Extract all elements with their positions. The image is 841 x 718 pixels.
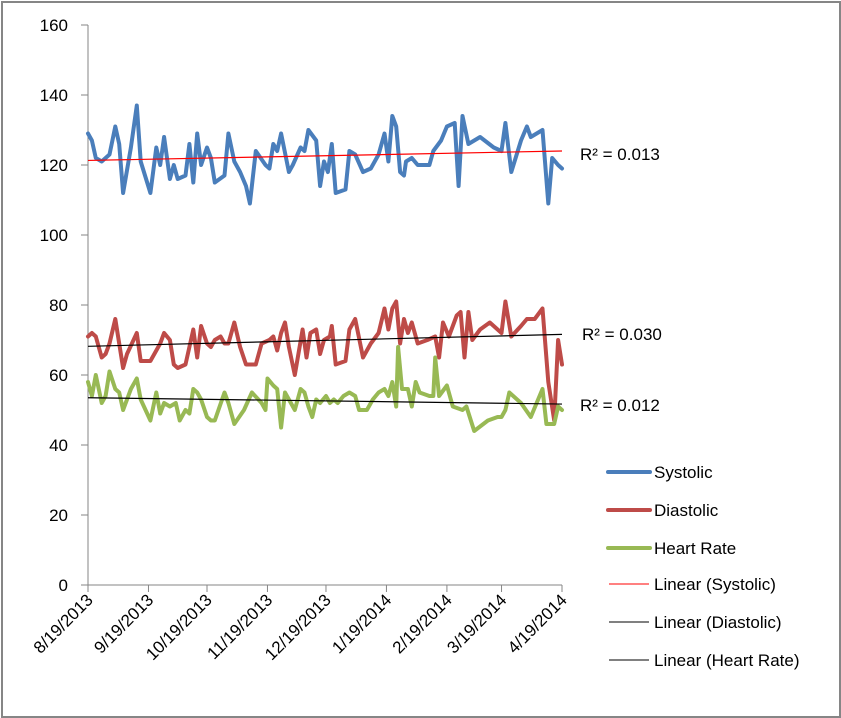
- x-tick-label: 8/19/2013: [30, 590, 97, 657]
- y-tick-label: 60: [49, 366, 68, 385]
- r-squared-labels: R² = 0.013 R² = 0.030 R² = 0.012: [580, 145, 662, 415]
- trendline-linear-diastolic: [87, 333, 563, 347]
- legend-item-heart-rate: Heart Rate: [606, 539, 736, 558]
- legend-label-heart-rate: Heart Rate: [654, 539, 736, 558]
- x-tick-label: 3/19/2014: [443, 590, 510, 657]
- legend-label-linear-diastolic: Linear (Diastolic): [654, 613, 782, 632]
- series-line-diastolic: [86, 299, 564, 423]
- x-tick-label: 4/19/2014: [504, 590, 571, 657]
- trendline-linear-heart-rate: [87, 397, 563, 405]
- r2-label-heart-rate: R² = 0.012: [580, 396, 660, 415]
- legend-label-diastolic: Diastolic: [654, 501, 719, 520]
- y-ticks: 0 20 40 60 80 100 120 140 160: [40, 16, 88, 595]
- series-line-heart-rate: [86, 345, 564, 433]
- legend-item-linear-diastolic: Linear (Diastolic): [609, 613, 782, 632]
- r2-label-diastolic: R² = 0.030: [582, 325, 662, 344]
- legend-item-linear-heart-rate: Linear (Heart Rate): [609, 651, 800, 670]
- legend-item-diastolic: Diastolic: [606, 501, 719, 520]
- y-tick-label: 0: [59, 576, 68, 595]
- legend-label-systolic: Systolic: [654, 463, 713, 482]
- legend: Systolic Diastolic Heart Rate Linear (Sy…: [606, 463, 800, 670]
- legend-item-systolic: Systolic: [606, 463, 713, 482]
- y-tick-label: 120: [40, 156, 68, 175]
- series-group: [86, 103, 564, 433]
- legend-item-linear-systolic: Linear (Systolic): [609, 575, 776, 594]
- y-tick-label: 160: [40, 16, 68, 35]
- trendline-linear-systolic: [87, 150, 563, 162]
- y-tick-label: 20: [49, 506, 68, 525]
- y-tick-label: 40: [49, 436, 68, 455]
- r2-label-systolic: R² = 0.013: [580, 145, 660, 164]
- y-tick-label: 100: [40, 226, 68, 245]
- legend-label-linear-heart-rate: Linear (Heart Rate): [654, 651, 800, 670]
- y-tick-label: 80: [49, 296, 68, 315]
- legend-label-linear-systolic: Linear (Systolic): [654, 575, 776, 594]
- series-line-systolic: [86, 103, 564, 206]
- trendline-group: [87, 150, 563, 405]
- x-tick-label: 1/19/2014: [328, 590, 395, 657]
- x-ticks: 8/19/20139/19/201310/19/201311/19/201312…: [30, 585, 571, 664]
- axes: [87, 25, 562, 586]
- y-tick-label: 140: [40, 86, 68, 105]
